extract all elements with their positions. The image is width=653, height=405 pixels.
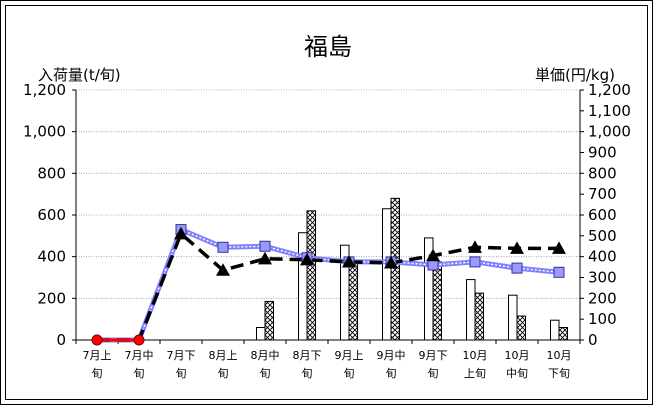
- point-blue-square: [217, 241, 229, 253]
- left-tick-label: 400: [37, 248, 66, 266]
- right-tick-label: 900: [588, 144, 617, 162]
- bar-crosshatch: [516, 315, 526, 341]
- bar-crosshatch: [390, 197, 400, 341]
- point-black-triangle: [300, 252, 314, 266]
- point-red-circle: [133, 334, 145, 346]
- right-tick-label: 1,100: [588, 102, 631, 120]
- point-blue-square: [259, 240, 271, 252]
- right-tick-label: 600: [588, 206, 617, 224]
- left-axis-label: 入荷量(t/旬): [38, 66, 121, 84]
- bar-crosshatch: [348, 261, 358, 341]
- point-black-triangle: [216, 263, 230, 276]
- x-tick-label: 7月下: [167, 349, 196, 362]
- point-black-triangle: [468, 240, 482, 253]
- series-line-black-dashed: [97, 230, 559, 342]
- right-tick-label: 1,000: [588, 123, 631, 141]
- x-tick-label: 9月下: [419, 349, 448, 362]
- point-blue-square: [469, 256, 481, 268]
- right-tick-label: 0: [588, 331, 598, 349]
- x-tick-label: 上旬: [464, 367, 486, 380]
- bar-white: [550, 319, 560, 341]
- x-tick-label: 旬: [344, 367, 355, 380]
- point-black-triangle: [510, 241, 524, 254]
- point-blue-square: [427, 259, 439, 271]
- x-tick-label: 10月: [505, 349, 530, 362]
- x-tick-label: 8月下: [293, 349, 322, 362]
- point-black-triangle: [384, 255, 398, 269]
- point-black-triangle: [342, 254, 356, 268]
- point-blue-square: [511, 262, 523, 274]
- point-black-triangle: [552, 241, 566, 254]
- point-blue-square: [553, 266, 565, 278]
- right-tick-label: 400: [588, 248, 617, 266]
- left-tick-label: 0: [56, 331, 66, 349]
- x-tick-label: 旬: [386, 367, 397, 380]
- point-black-triangle: [258, 251, 272, 265]
- x-tick-label: 7月上: [83, 349, 112, 362]
- left-tick-label: 800: [37, 164, 66, 182]
- right-tick-label: 700: [588, 185, 617, 203]
- x-tick-label: 9月中: [377, 349, 406, 362]
- bar-crosshatch: [432, 261, 442, 341]
- x-tick-label: 10月: [547, 349, 572, 362]
- right-tick-label: 800: [588, 164, 617, 182]
- bar-white: [298, 232, 308, 341]
- bar-white: [466, 279, 476, 341]
- bar-crosshatch: [306, 210, 316, 341]
- x-tick-label: 8月中: [251, 349, 280, 362]
- right-tick-label: 200: [588, 289, 617, 307]
- left-tick-label: 1,200: [23, 81, 66, 99]
- bar-crosshatch: [264, 300, 274, 341]
- x-tick-label: 旬: [260, 367, 271, 380]
- x-tick-label: 7月中: [125, 349, 154, 362]
- point-black-triangle: [426, 248, 440, 262]
- x-tick-label: 9月上: [335, 349, 364, 362]
- x-tick-label: 旬: [302, 367, 313, 380]
- bar-crosshatch: [558, 327, 568, 341]
- x-tick-label: 10月: [463, 349, 488, 362]
- right-tick-label: 500: [588, 227, 617, 245]
- x-tick-label: 旬: [176, 367, 187, 380]
- bar-white: [256, 327, 266, 341]
- bar-crosshatch: [474, 292, 484, 341]
- right-tick-label: 1,200: [588, 81, 631, 99]
- x-tick-label: 旬: [218, 367, 229, 380]
- x-tick-label: 旬: [134, 367, 145, 380]
- x-tick-label: 下旬: [548, 367, 570, 380]
- bar-white: [508, 294, 518, 341]
- right-tick-label: 300: [588, 269, 617, 287]
- right-axis-label: 単価(円/kg): [535, 66, 615, 84]
- point-red-circle: [91, 334, 103, 346]
- x-tick-label: 旬: [92, 367, 103, 380]
- x-tick-label: 旬: [428, 367, 439, 380]
- chart-title: 福島: [304, 33, 352, 61]
- left-tick-label: 200: [37, 289, 66, 307]
- right-tick-label: 100: [588, 310, 617, 328]
- bar-white: [382, 208, 392, 341]
- left-tick-label: 1,000: [23, 123, 66, 141]
- x-tick-label: 中旬: [506, 367, 528, 380]
- point-black-triangle: [174, 226, 188, 240]
- left-tick-label: 600: [37, 206, 66, 224]
- x-tick-label: 8月上: [209, 349, 238, 362]
